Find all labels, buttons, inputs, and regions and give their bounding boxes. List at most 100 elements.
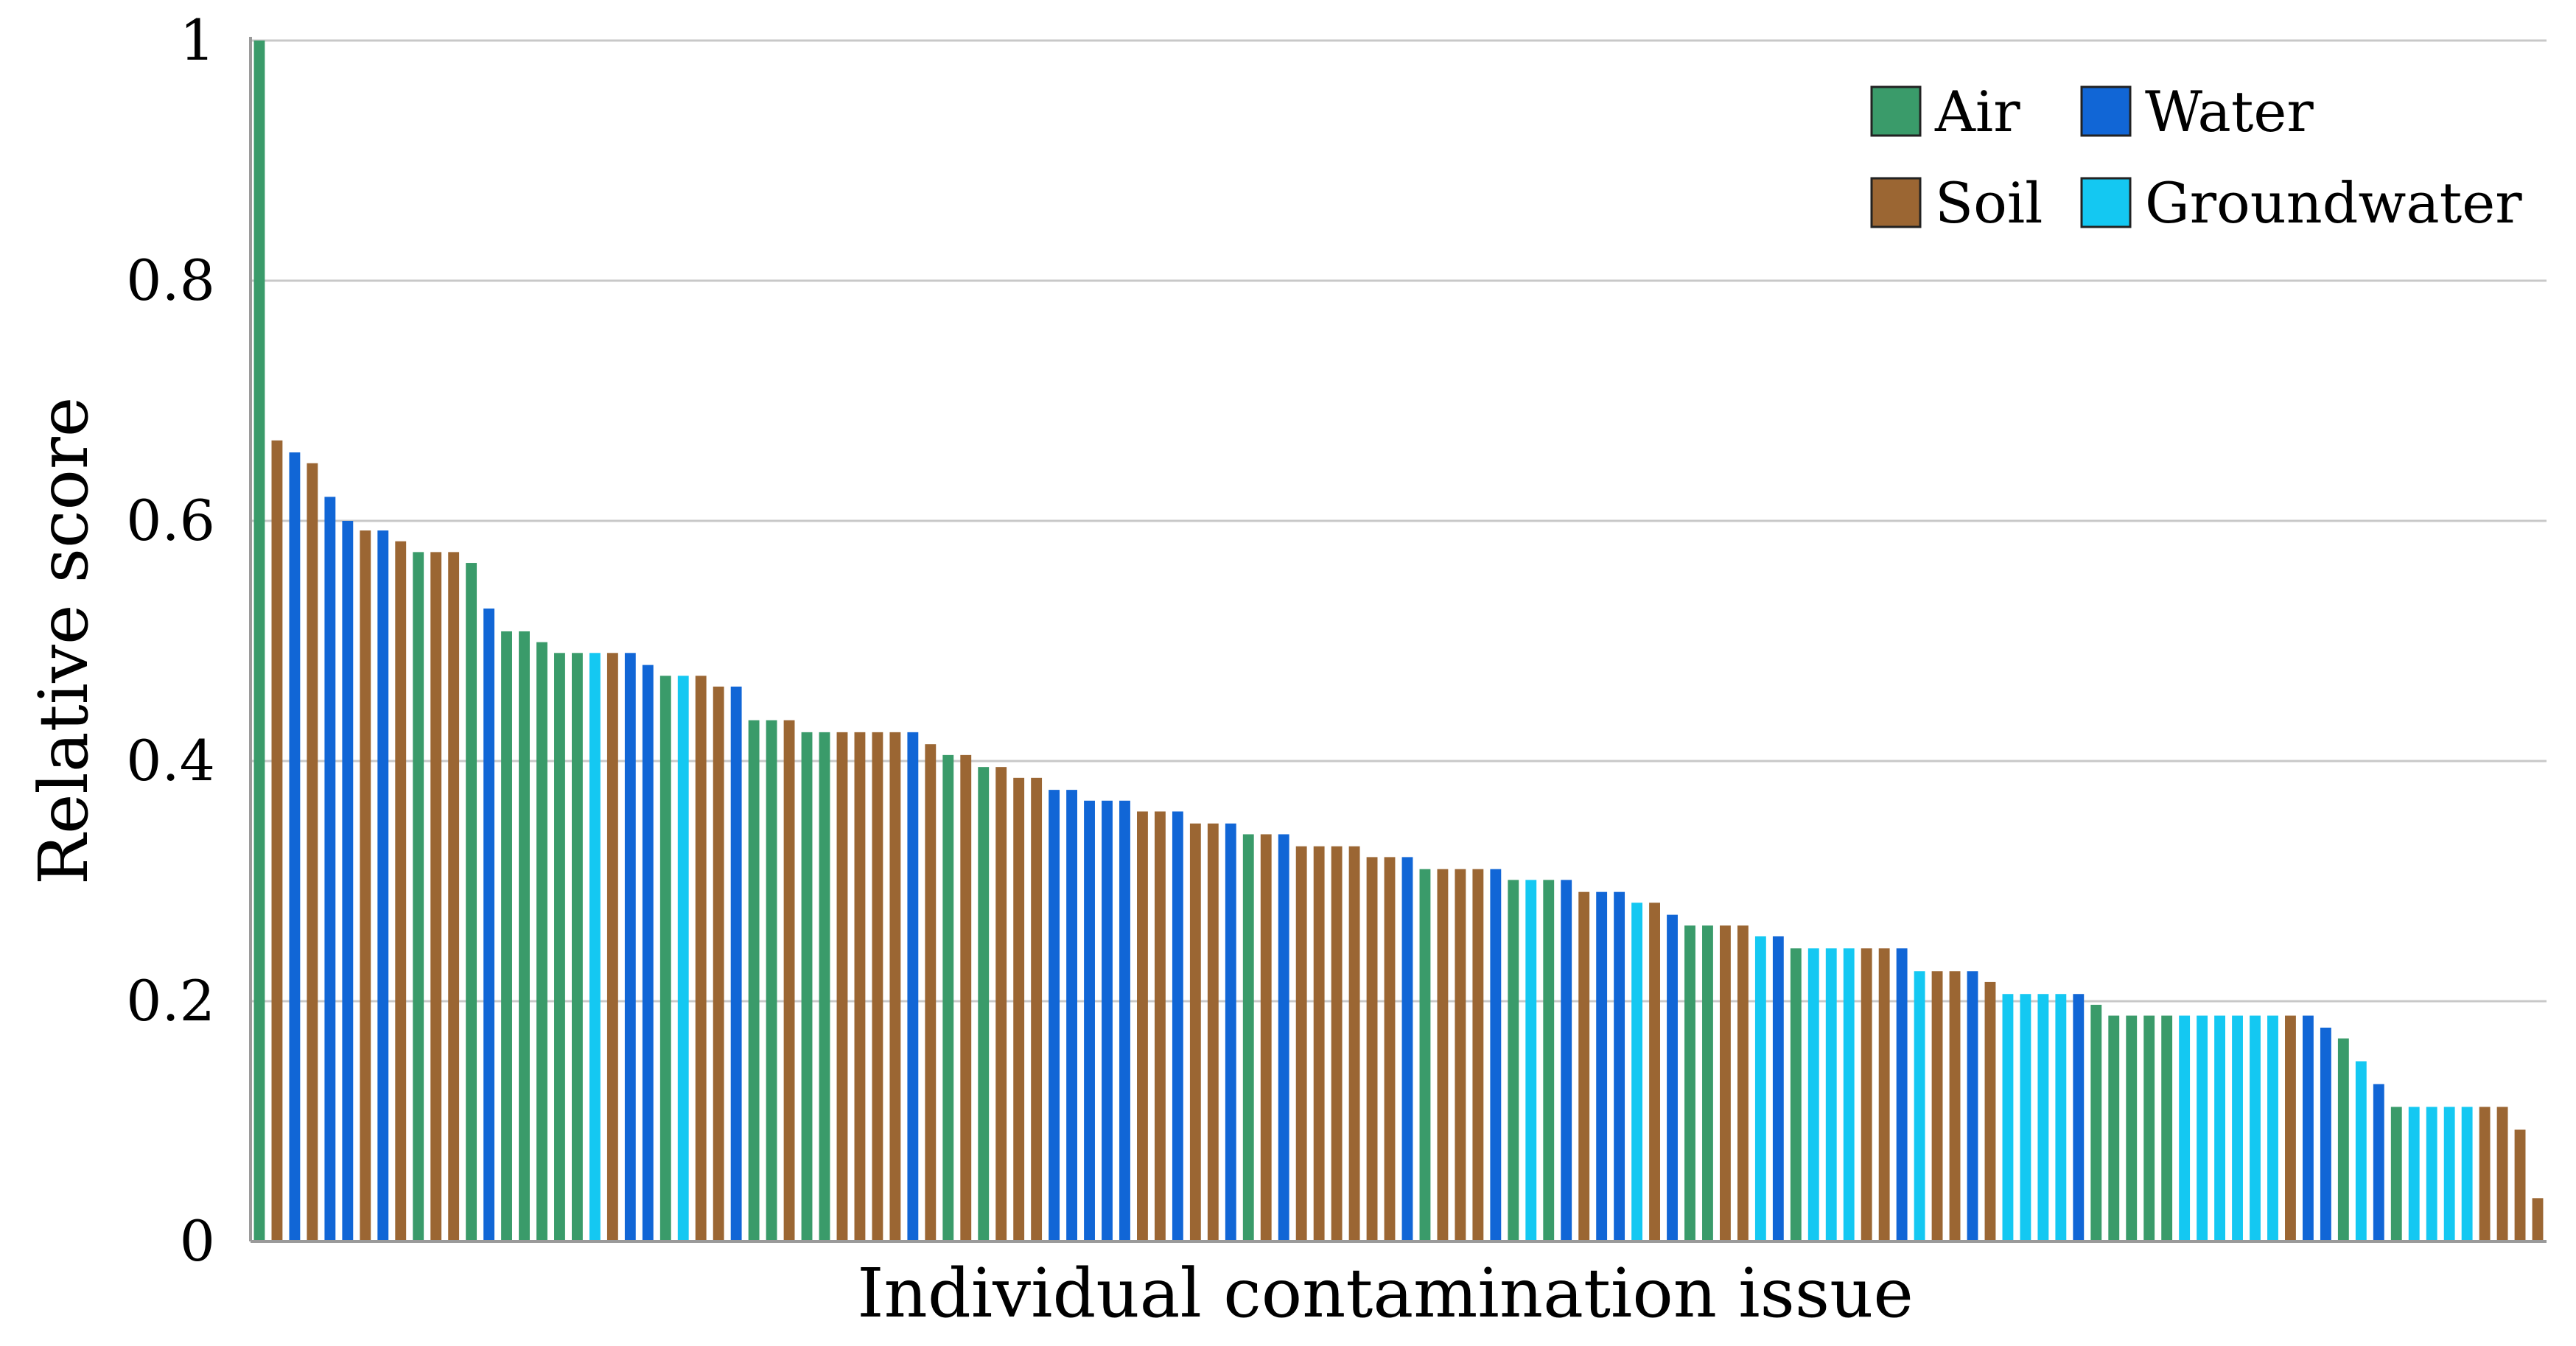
- bar-air: [1508, 880, 1519, 1241]
- bar-soil: [1313, 846, 1325, 1241]
- bar-soil: [1455, 869, 1466, 1241]
- bar-water: [1772, 936, 1784, 1241]
- y-tick-label: 0.8: [126, 248, 215, 313]
- bar-water: [1066, 790, 1077, 1241]
- bar-air: [978, 767, 990, 1241]
- bar-groundwater: [2267, 1015, 2278, 1241]
- bar-soil: [2532, 1198, 2544, 1241]
- bar-air: [748, 720, 760, 1241]
- bar-air: [1242, 834, 1254, 1241]
- bar-soil: [1137, 811, 1148, 1241]
- bar-water: [907, 732, 919, 1241]
- bar-water: [1896, 948, 1908, 1241]
- bar-air: [1790, 948, 1802, 1241]
- axes: [249, 37, 2547, 1243]
- bar-water: [1049, 790, 1060, 1241]
- bar-groundwater: [1843, 948, 1855, 1241]
- bar-soil: [1437, 869, 1449, 1241]
- bar-groundwater: [2426, 1107, 2437, 1241]
- bar-groundwater: [2232, 1015, 2243, 1241]
- bar-air: [253, 41, 265, 1241]
- bar-air: [1702, 925, 1713, 1241]
- bar-water: [1561, 880, 1572, 1241]
- bar-soil: [836, 732, 848, 1241]
- bar-water: [289, 452, 301, 1241]
- bar-water: [1172, 811, 1183, 1241]
- x-axis-title: Individual contamination issue: [857, 1254, 1914, 1333]
- bar-soil: [2514, 1129, 2526, 1241]
- bar-air: [501, 631, 512, 1241]
- bar-air: [2337, 1038, 2349, 1241]
- legend: Air Water Soil Groundwater: [1870, 79, 2522, 236]
- bar-groundwater: [2002, 994, 2014, 1241]
- bar-soil: [1737, 925, 1749, 1241]
- bar-groundwater: [2020, 994, 2031, 1241]
- bar-groundwater: [1807, 948, 1819, 1241]
- bar-water: [342, 521, 354, 1241]
- bar-groundwater: [677, 676, 689, 1241]
- bar-soil: [2479, 1107, 2491, 1241]
- bar-soil: [1931, 971, 1943, 1241]
- bar-water: [2302, 1015, 2314, 1241]
- bar-soil: [1154, 811, 1166, 1241]
- y-axis-title: Relative score: [24, 397, 103, 886]
- bar-soil: [1189, 823, 1201, 1241]
- bar-groundwater: [2197, 1015, 2208, 1241]
- legend-item-water: Water: [2080, 79, 2314, 144]
- bar-water: [1278, 834, 1289, 1241]
- bar-air: [519, 631, 530, 1241]
- bar-water: [624, 653, 636, 1241]
- bar-groundwater: [1914, 971, 1925, 1241]
- bar-soil: [713, 686, 724, 1241]
- legend-swatch: [2080, 85, 2132, 137]
- bar-groundwater: [2055, 994, 2067, 1241]
- bar-air: [466, 563, 477, 1241]
- legend-label: Groundwater: [2145, 170, 2522, 236]
- bar-soil: [1984, 981, 1996, 1241]
- bar-air: [819, 732, 830, 1241]
- bar-soil: [1295, 846, 1307, 1241]
- legend-label: Water: [2145, 79, 2314, 144]
- bar-groundwater: [2250, 1015, 2261, 1241]
- y-axis-ticks: 0 0.2 0.4 0.6 0.8 1: [126, 7, 215, 1274]
- bar-air: [1684, 925, 1695, 1241]
- legend-swatch: [1870, 177, 1922, 228]
- y-tick-label: 0.2: [126, 968, 215, 1034]
- bar-air: [536, 642, 547, 1241]
- bar-water: [1596, 891, 1608, 1241]
- legend-label: Soil: [1935, 170, 2043, 236]
- bar-groundwater: [2179, 1015, 2191, 1241]
- bar-water: [1401, 857, 1413, 1241]
- bar-soil: [695, 676, 707, 1241]
- bar-air: [2161, 1015, 2173, 1241]
- bar-air: [659, 676, 671, 1241]
- bar-soil: [271, 440, 283, 1241]
- bar-soil: [2496, 1107, 2508, 1241]
- bar-soil: [1649, 902, 1660, 1241]
- bar-air: [1419, 869, 1431, 1241]
- bars: [253, 41, 2544, 1241]
- bar-soil: [395, 541, 407, 1241]
- bar-groundwater: [1525, 880, 1537, 1241]
- bar-air: [1543, 880, 1555, 1241]
- bar-soil: [783, 720, 795, 1241]
- bar-air: [942, 754, 954, 1241]
- bar-water: [2320, 1027, 2331, 1241]
- bar-groundwater: [1631, 902, 1643, 1241]
- bar-air: [413, 552, 424, 1241]
- bar-water: [1667, 914, 1678, 1241]
- y-tick-label: 0.6: [126, 488, 215, 553]
- bar-soil: [1720, 925, 1731, 1241]
- bar-air: [801, 732, 813, 1241]
- bar-water: [2073, 994, 2085, 1241]
- bar-soil: [1013, 777, 1025, 1241]
- bar-groundwater: [2408, 1107, 2420, 1241]
- bar-water: [1102, 800, 1113, 1241]
- bar-soil: [307, 463, 318, 1241]
- y-tick-label: 1: [180, 7, 215, 73]
- bar-soil: [1348, 846, 1360, 1241]
- bar-soil: [889, 732, 901, 1241]
- legend-swatch: [1870, 85, 1922, 137]
- bar-soil: [1384, 857, 1396, 1241]
- bar-soil: [2285, 1015, 2296, 1241]
